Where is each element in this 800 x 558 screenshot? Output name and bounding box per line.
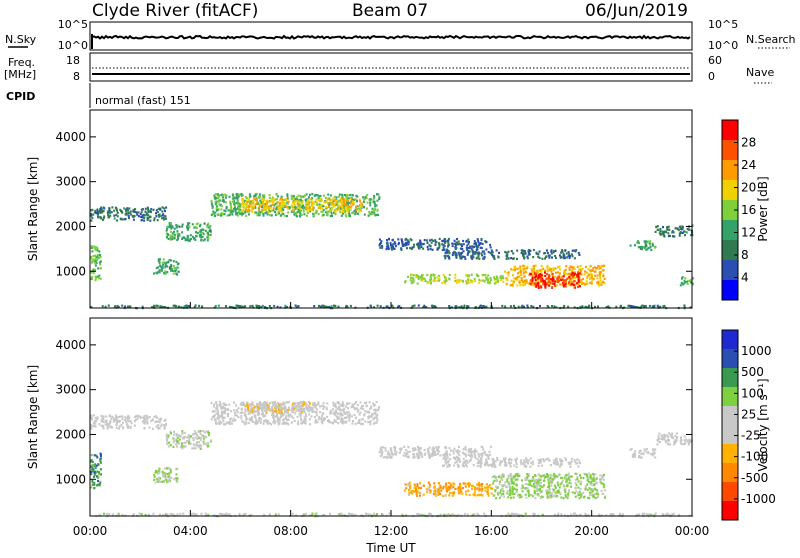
velocity-colorbar-segment-3 [722,387,738,406]
velocity-echo-region-1 [90,414,167,430]
power-colorbar-segment-6 [722,240,738,260]
power-echo-region-14 [153,258,180,276]
velocity-yticks: 1000 2000 3000 4000 [55,338,692,486]
velocity-ylabel: Slant Range [km] [26,365,40,469]
power-colorbar-tick-0: 28 [741,136,756,150]
power-echo-region-1 [90,206,167,222]
freq-tick-top: 18 [66,54,80,67]
power-colorbar-segment-2 [722,160,738,180]
velocity-colorbar-segment-1 [722,349,738,368]
velocity-echo-region-9 [630,448,657,459]
velocity-colorbar-tick-7: -1000 [741,492,776,506]
velocity-colorbar-tick-6: -500 [741,471,768,485]
power-colorbar-segment-1 [722,140,738,160]
velocity-colorbar-segment-5 [722,425,738,444]
power-panel-frame [90,110,692,308]
power-echo-region-8 [404,274,504,285]
power-ytick-label-3: 4000 [55,130,86,144]
velocity-colorbar-tick-3: 25 [741,407,756,421]
nsky-tick-top: 10^5 [58,18,88,31]
power-colorbar-label: Power [dB] [756,176,770,241]
velocity-ytick-label-2: 3000 [55,383,86,397]
nsky-tick-bottom: 10^0 [58,39,88,52]
velocity-echo-region-11 [153,467,179,484]
station-title: Clyde River (fitACF) [92,1,258,21]
power-ytick-label-2: 3000 [55,175,86,189]
velocity-ytick-label-1: 2000 [55,427,86,441]
time-tick-label-0: 00:00 [73,524,108,538]
cpid-value: normal (fast) 151 [95,94,191,107]
power-colorbar-segment-8 [722,280,738,300]
velocity-colorbar-tick-0: 1000 [741,344,772,358]
nave-tick-top: 60 [708,54,722,67]
velocity-ytick-label-0: 1000 [55,472,86,486]
power-colorbar: 28 24 20 16 12 8 4 [722,120,756,300]
power-echo-region-0 [90,245,102,281]
power-ytick-label-0: 1000 [55,264,86,278]
velocity-echo-region-7 [404,482,494,498]
velocity-colorbar-tick-1: 500 [741,365,764,379]
power-echo-region-2 [166,222,212,242]
power-colorbar-tick-4: 12 [741,226,756,240]
beam-title: Beam 07 [352,1,428,21]
time-tick-label-3: 12:00 [374,524,409,538]
cpid-label: CPID [6,90,35,103]
power-echo-region-11 [630,240,657,251]
power-colorbar-segment-0 [722,120,738,140]
nsearch-label: N.Search [746,33,796,46]
velocity-echo-region-8 [492,473,606,500]
power-colorbar-tick-5: 8 [741,248,749,262]
nave-tick-bottom: 0 [708,70,715,83]
power-colorbar-segment-3 [722,180,738,200]
power-echo-region-5 [379,238,492,251]
velocity-colorbar-segment-7 [722,463,738,482]
nsearch-tick-bottom: 10^0 [708,39,738,52]
velocity-colorbar-segment-9 [722,501,738,520]
freq-tick-bottom: 8 [73,70,80,83]
velocity-colorbar-label: Velocity [m s⁻¹] [756,378,770,471]
time-axis-label: Time UT [365,541,416,554]
velocity-panel [90,401,694,517]
power-ytick-label-1: 2000 [55,219,86,233]
velocity-colorbar-segment-2 [722,368,738,387]
nsearch-tick-top: 10^5 [708,18,738,31]
power-panel [90,193,694,309]
time-axis: 00:00 04:00 08:00 12:00 16:00 20:00 00:00 [73,302,710,538]
time-tick-label-6: 00:00 [675,524,710,538]
time-tick-label-4: 16:00 [474,524,509,538]
velocity-colorbar-segment-0 [722,330,738,349]
power-colorbar-tick-3: 16 [741,203,756,217]
date-title: 06/Jun/2019 [585,1,688,21]
velocity-echo-region-12 [95,512,693,517]
time-tick-label-5: 20:00 [574,524,609,538]
velocity-panel-frame [90,318,692,516]
power-ylabel: Slant Range [km] [26,157,40,261]
power-colorbar-tick-1: 24 [741,158,756,172]
velocity-ytick-label-3: 4000 [55,338,86,352]
velocity-echo-region-5 [379,446,492,459]
power-yticks: 1000 2000 3000 4000 [55,130,692,278]
nave-label: Nave [746,66,774,79]
velocity-echo-region-2 [166,430,213,450]
velocity-colorbar-segment-4 [722,406,738,425]
power-echo-region-6 [444,249,581,260]
velocity-echo-region-6 [442,457,581,468]
freq-unit-label: [MHz] [4,68,36,81]
velocity-echo-region-0 [90,453,102,490]
power-colorbar-tick-2: 20 [741,181,756,195]
power-colorbar-segment-5 [722,220,738,240]
velocity-colorbar-segment-6 [722,444,738,463]
freq-panel-frame [90,53,692,81]
time-tick-label-2: 08:00 [273,524,308,538]
nsky-trace [92,36,690,39]
power-colorbar-tick-6: 4 [741,271,749,285]
nsky-label: N.Sky [5,33,37,46]
time-tick-label-1: 04:00 [173,524,208,538]
